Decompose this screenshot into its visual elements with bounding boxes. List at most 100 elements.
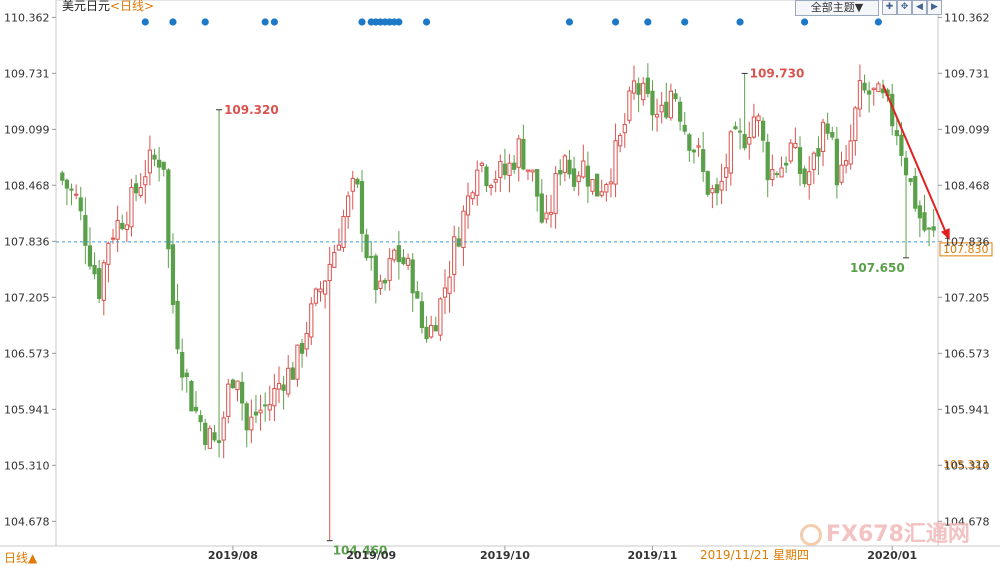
candle-body xyxy=(157,159,162,168)
event-dot xyxy=(422,18,431,26)
candle-body xyxy=(843,160,849,166)
y-tick-label-right: 107.205 xyxy=(944,291,990,304)
candle-body xyxy=(92,265,97,275)
candle-body xyxy=(871,87,876,91)
candle-body xyxy=(387,258,392,281)
candle-body xyxy=(120,222,125,230)
candle-body xyxy=(299,342,305,354)
candle-body xyxy=(470,192,475,200)
candle-body xyxy=(216,440,222,444)
candle-body xyxy=(585,165,591,187)
candle-body xyxy=(498,160,503,179)
candle-body xyxy=(512,162,517,170)
candle-body xyxy=(346,195,351,218)
candle-body xyxy=(525,169,531,172)
candle-body xyxy=(917,205,922,219)
candle-body xyxy=(779,167,784,178)
y-tick-label-left: 104.678 xyxy=(4,515,50,528)
y-tick-label-right: 104.678 xyxy=(944,515,990,528)
candle-body xyxy=(350,177,355,192)
candle-body xyxy=(396,245,401,263)
candle-body xyxy=(276,383,282,390)
candle-body xyxy=(212,432,217,441)
candle-body xyxy=(793,143,798,149)
candle-body xyxy=(631,80,637,94)
candle-body xyxy=(641,82,646,101)
y-tick-label-right: 109.099 xyxy=(944,123,990,136)
candle-body xyxy=(138,187,143,197)
watermark-logo: FX678汇通网 xyxy=(800,516,970,548)
candle-body xyxy=(576,175,581,183)
candle-body xyxy=(816,148,821,157)
candle-body xyxy=(479,162,484,166)
price-tag-label: 105.323 xyxy=(943,458,989,471)
candle-body xyxy=(664,101,669,118)
candle-body xyxy=(438,298,443,336)
candle-body xyxy=(737,130,743,133)
candle-body xyxy=(627,90,632,121)
candle-body xyxy=(636,83,641,95)
zoom-in-icon[interactable]: ✚ xyxy=(882,0,897,15)
candle-body xyxy=(894,130,899,137)
candle-body xyxy=(848,140,853,165)
candle-body xyxy=(687,134,692,151)
candle-body xyxy=(401,257,406,265)
scroll-right-icon[interactable]: ▶ xyxy=(927,0,942,15)
candle-body xyxy=(166,169,171,250)
candle-body xyxy=(332,251,337,268)
candle-body xyxy=(281,384,286,391)
crosshair-date-label: 2019/11/21 星期四 xyxy=(700,548,809,562)
y-tick-label-right: 110.362 xyxy=(944,11,990,24)
candle-body xyxy=(207,427,212,449)
candle-body xyxy=(696,145,701,148)
candle-body xyxy=(507,162,512,176)
candle-body xyxy=(784,162,789,166)
candle-body xyxy=(747,136,752,145)
grid-layer xyxy=(0,0,1000,547)
candle-body xyxy=(756,115,761,122)
candle-body xyxy=(101,262,106,301)
candle-body xyxy=(124,224,129,231)
event-dot xyxy=(801,18,809,26)
candle-body xyxy=(424,326,429,340)
candle-body xyxy=(484,166,489,187)
event-dots xyxy=(141,18,882,26)
candle-body xyxy=(548,211,554,215)
candle-body xyxy=(516,138,521,168)
y-tick-label-right: 107.836 xyxy=(944,235,990,248)
y-tick-label-left: 107.205 xyxy=(4,291,50,304)
high-annotation: 109.320 xyxy=(224,103,279,117)
zoom-out-icon[interactable]: ✥ xyxy=(897,0,912,15)
candle-body xyxy=(742,134,747,149)
scroll-left-icon[interactable]: ◀ xyxy=(912,0,927,15)
candle-body xyxy=(290,367,295,380)
candles xyxy=(60,63,936,541)
candle-body xyxy=(461,210,466,248)
y-tick-label-left: 110.362 xyxy=(4,11,50,24)
candle-body xyxy=(788,142,793,162)
symbol-title: 美元日元 xyxy=(62,0,110,13)
event-dot xyxy=(736,18,744,26)
candle-body xyxy=(714,184,720,194)
candle-body xyxy=(567,159,572,175)
candle-body xyxy=(456,238,461,247)
candle-body xyxy=(710,188,715,194)
candle-body xyxy=(129,186,134,228)
candle-body xyxy=(770,169,775,180)
candle-body xyxy=(410,259,415,294)
candle-body xyxy=(581,160,586,178)
candle-body xyxy=(447,276,452,294)
event-dot xyxy=(681,18,689,26)
candle-body xyxy=(64,179,70,189)
period-toggle[interactable]: 日线▲ xyxy=(4,551,38,565)
candle-body xyxy=(258,409,263,414)
candle-body xyxy=(825,123,830,134)
candle-body xyxy=(295,344,300,380)
axes: 110.362 110.362 109.731 109.731 109.099 109.0… xyxy=(4,11,990,562)
candle-body xyxy=(521,138,526,170)
all-themes-dropdown[interactable]: 全部主题▼ xyxy=(795,0,879,16)
candle-body xyxy=(244,403,249,431)
candle-body xyxy=(203,422,208,445)
event-dot xyxy=(169,18,177,26)
candle-body xyxy=(899,134,904,156)
